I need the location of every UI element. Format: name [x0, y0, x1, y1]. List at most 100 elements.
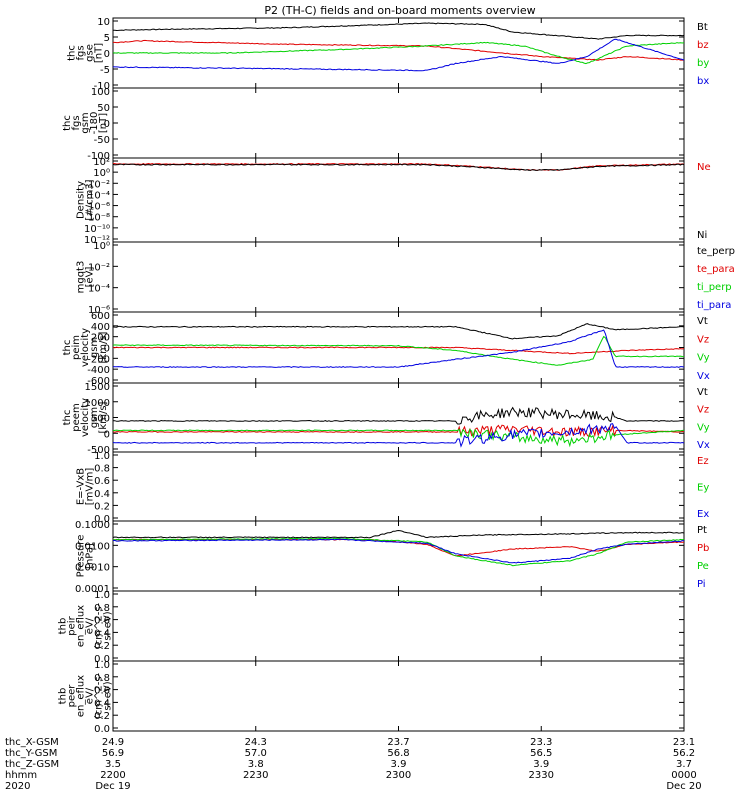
y-axis-label: thb	[58, 618, 69, 635]
series-bx	[112, 38, 685, 72]
y-tick-label: 10⁰	[93, 168, 110, 179]
x-axis-value: 3.5	[105, 759, 121, 770]
y-tick-label: 10²	[93, 157, 110, 168]
y-tick-label: 10⁻²	[88, 179, 110, 190]
panel-p8: 0.1000 0.0100 0.0010 0.0001 Pressure[nPa] Pt P…	[75, 520, 709, 595]
y-axis-label: eV/	[85, 617, 96, 634]
y-tick-label: 10⁻¹²	[84, 235, 110, 246]
series-Vy	[112, 335, 685, 366]
y-tick-label: 400	[91, 322, 110, 333]
y-axis-label: E=-VxB	[76, 468, 87, 505]
y-tick-label: 10⁻²	[88, 262, 110, 273]
y-axis-label: [mV/m]	[85, 468, 96, 506]
panel-p7: 1.0 0.80.6 0.40.2 0.0 E=-VxB[mV/m] Ez Ey Ex	[76, 451, 710, 525]
y-axis-label: peim	[71, 335, 82, 360]
x-axis-value: 2230	[243, 770, 268, 781]
legend-entry: Pt	[697, 525, 707, 536]
y-axis-label: peer	[67, 684, 78, 708]
y-tick-label: -5	[100, 65, 110, 76]
y-tick-label: 0.8	[94, 603, 110, 614]
date-label: Dec 19	[95, 781, 130, 792]
legend-entry: bz	[697, 40, 709, 51]
series-bz	[113, 39, 685, 61]
series-Bt	[112, 22, 685, 40]
legend-entry: Ez	[697, 456, 709, 467]
x-axis-value: 56.9	[102, 748, 124, 759]
x-axis-value: 56.8	[387, 748, 409, 759]
y-tick-label: 0.0010	[75, 563, 110, 574]
x-axis-value: 2330	[529, 770, 554, 781]
y-axis-label: peir	[67, 615, 78, 635]
legend-entry: Vt	[697, 316, 708, 327]
y-axis-label: fgs	[76, 45, 87, 60]
y-axis-label: gsm	[80, 112, 91, 133]
legend-entry: te_para	[697, 264, 735, 275]
panel-frame	[112, 451, 685, 522]
legend-entry: Pe	[697, 561, 709, 572]
year-label: 2020	[5, 781, 30, 792]
y-tick-label: 500	[91, 414, 110, 425]
y-tick-label: 1000	[85, 398, 110, 409]
y-tick-label: 0.0001	[75, 584, 110, 595]
y-tick-label: 0	[104, 344, 110, 355]
y-axis-label: fgs	[71, 115, 82, 130]
legend-entry: Ex	[697, 509, 709, 520]
legend-entry: bx	[697, 76, 709, 87]
y-tick-label: 10⁰	[93, 241, 110, 252]
series-Ni	[112, 163, 685, 171]
y-axis-label: thc	[62, 410, 73, 426]
x-axis-row-label: thc_Y-GSM	[5, 748, 57, 759]
x-axis-value: 24.3	[245, 737, 267, 748]
y-axis-label: en_eflux	[76, 605, 87, 647]
panel-frame	[112, 660, 685, 732]
y-tick-label: 1.0	[94, 451, 110, 462]
y-tick-label: 0	[104, 429, 110, 440]
y-axis-label: [nT]	[98, 113, 109, 133]
legend-entry: Ne	[697, 162, 711, 173]
legend-entry: Bt	[697, 22, 708, 33]
y-tick-label: 10⁻⁸	[88, 213, 110, 224]
date-label: Dec 20	[666, 781, 701, 792]
y-tick-label: 0.4	[94, 628, 110, 639]
series-Vx	[112, 423, 685, 448]
y-axis-label: Density	[76, 181, 87, 219]
x-axis-value: 3.9	[391, 759, 407, 770]
y-tick-label: 0.4	[94, 698, 110, 709]
y-axis-label: [eV]	[85, 267, 96, 288]
y-tick-label: 0.2	[94, 711, 110, 722]
y-tick-label: 0.0100	[75, 541, 110, 552]
legend-entry: ti_para	[697, 300, 731, 311]
x-axis-value: 57.0	[245, 748, 267, 759]
x-axis-value: 24.9	[102, 737, 124, 748]
series-by	[113, 41, 685, 65]
x-axis-value: 3.7	[676, 759, 692, 770]
y-axis-label: sr-eV)	[103, 611, 114, 640]
legend-entry: te_perp	[697, 246, 735, 257]
legend-entry: Vz	[697, 334, 709, 345]
x-axis-value: 23.3	[530, 737, 552, 748]
y-tick-label: 10⁻⁴	[88, 284, 110, 295]
y-tick-label: 0.4	[94, 489, 110, 500]
legend-entry: Ni	[697, 230, 707, 241]
y-axis-label: gsm	[89, 407, 100, 428]
y-axis-label: sr-eV)	[103, 681, 114, 710]
y-tick-label: -10	[94, 81, 110, 92]
panel-frame	[112, 157, 685, 243]
panel-p9: 1.0 0.8 0.60.4 0.2 0.0 thbpeiren_efluxeV/(cm^…	[58, 590, 685, 665]
y-axis-label: thb	[58, 688, 69, 705]
y-tick-label: 0.8	[94, 673, 110, 684]
y-axis-label: gse	[85, 44, 96, 62]
y-tick-label: 0.8	[94, 464, 110, 475]
y-tick-label: 600	[91, 311, 110, 322]
x-axis-value: 23.1	[673, 737, 695, 748]
series-Vz	[112, 346, 685, 355]
legend-entry: ti_perp	[697, 282, 732, 293]
x-axis-value: 3.8	[248, 759, 264, 770]
y-tick-label: 0.6	[94, 616, 110, 627]
y-axis-label: (cm^2-s-	[94, 672, 105, 719]
x-axis-value: 0000	[671, 770, 696, 781]
y-axis-label: (cm^2-s-	[94, 602, 105, 649]
y-tick-label: -500	[87, 445, 110, 456]
